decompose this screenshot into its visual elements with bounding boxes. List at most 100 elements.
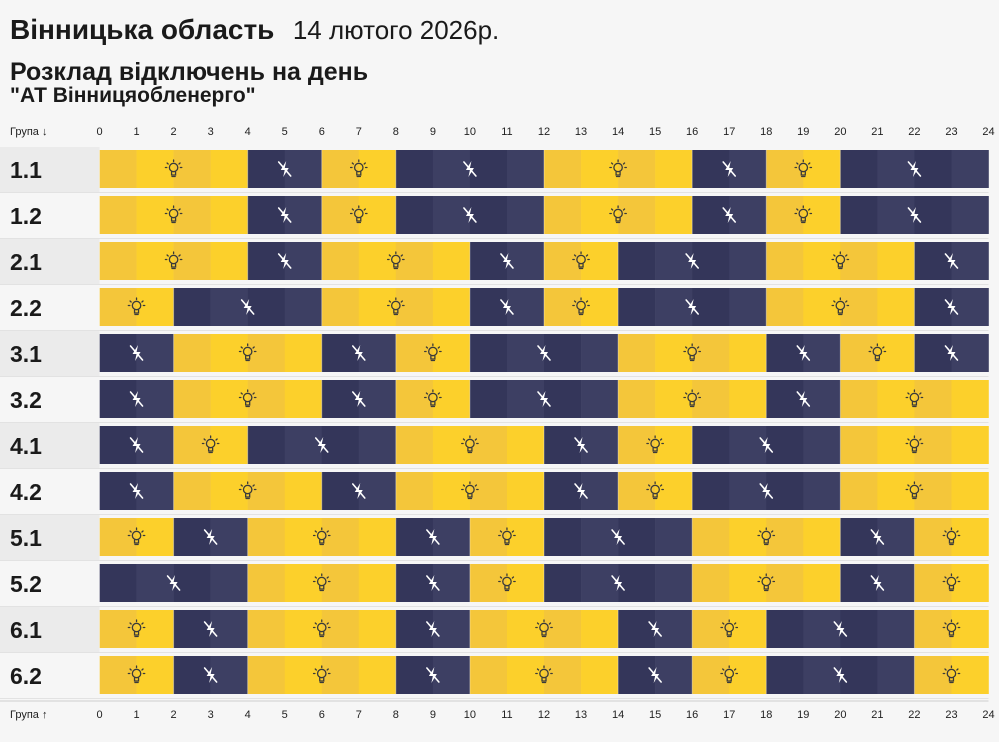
hour-cell — [99, 150, 137, 188]
hour-cell — [395, 288, 434, 326]
hour-cell — [506, 518, 545, 556]
hour-cell — [618, 288, 656, 326]
light-bulb-icon — [757, 573, 776, 592]
x-tick-bottom: 23 — [945, 709, 957, 721]
hour-cell — [544, 150, 582, 188]
hour-cell — [803, 610, 841, 648]
light-bulb-icon — [720, 619, 739, 638]
power-off-segment — [469, 334, 619, 372]
power-on-segment — [691, 518, 841, 556]
hour-cell — [692, 564, 730, 602]
hour-cell — [544, 334, 582, 372]
hour-cell — [358, 518, 397, 556]
hour-cell — [321, 426, 360, 464]
light-bulb-icon — [238, 389, 257, 408]
power-on-segment — [839, 472, 989, 510]
hour-cell — [581, 656, 619, 694]
power-off-icon — [166, 575, 181, 591]
hour-cell — [358, 564, 397, 602]
hour-cell — [247, 380, 286, 418]
hour-cell — [210, 472, 248, 510]
x-tick-bottom: 15 — [649, 709, 661, 721]
power-on-segment — [173, 426, 248, 464]
power-off-icon — [685, 253, 699, 269]
hour-cell — [951, 242, 989, 280]
power-off-segment — [691, 150, 767, 188]
hour-cell — [729, 380, 767, 418]
hour-cell — [803, 656, 841, 694]
power-off-icon — [870, 529, 885, 545]
hour-cell — [506, 656, 545, 694]
hour-cell — [729, 334, 767, 372]
group-label: 3.2 — [10, 387, 42, 413]
hour-cell — [284, 334, 323, 372]
x-tick-top: 4 — [245, 126, 251, 138]
hour-cell — [544, 472, 582, 510]
hour-cell — [581, 288, 619, 326]
x-tick-top: 14 — [612, 126, 624, 138]
hour-cell — [284, 426, 323, 464]
hour-cell — [655, 610, 693, 648]
hour-cell — [136, 242, 174, 280]
hour-cell — [840, 334, 878, 372]
power-off-segment — [469, 380, 619, 418]
power-on-segment — [691, 656, 767, 694]
power-off-icon — [648, 667, 662, 683]
hour-cell — [877, 610, 915, 648]
hour-cell — [877, 426, 915, 464]
hour-cell — [655, 242, 693, 280]
hour-cell — [284, 288, 323, 326]
hour-cell — [173, 288, 211, 326]
hour-cell — [136, 426, 174, 464]
power-off-icon — [351, 345, 366, 361]
power-off-segment — [543, 426, 619, 464]
hour-cell — [247, 150, 286, 188]
hour-cell — [951, 334, 989, 372]
power-on-segment — [543, 242, 619, 280]
light-bulb-icon — [942, 573, 961, 592]
hour-cell — [581, 518, 619, 556]
power-off-icon — [648, 621, 662, 637]
group-label: 5.1 — [10, 525, 42, 551]
region-title: Вінницька область — [10, 14, 275, 45]
hour-cell — [284, 196, 323, 234]
power-off-icon — [944, 345, 959, 361]
hour-cell — [173, 380, 211, 418]
hour-cell — [506, 242, 545, 280]
power-on-segment — [173, 472, 323, 510]
x-tick-bottom: 17 — [723, 709, 735, 721]
date-label: 14 лютого 2026р. — [292, 15, 500, 45]
hour-cell — [544, 518, 582, 556]
hour-cell — [877, 656, 915, 694]
hour-cell — [358, 610, 397, 648]
hour-cell — [655, 288, 693, 326]
x-tick-bottom: 11 — [501, 709, 512, 721]
hour-cell — [914, 472, 952, 510]
hour-cell — [803, 426, 841, 464]
light-bulb-icon — [535, 665, 553, 684]
light-bulb-icon — [942, 619, 961, 638]
group-row-1-2: 1.2 — [0, 196, 989, 239]
hour-cell — [469, 288, 508, 326]
hour-cell — [99, 242, 137, 280]
hour-cell — [99, 564, 137, 602]
hour-cell — [655, 518, 693, 556]
light-bulb-icon — [572, 251, 590, 270]
hour-cell — [395, 472, 434, 510]
x-tick-top: 17 — [723, 126, 735, 138]
group-label: 1.1 — [10, 157, 42, 183]
power-off-icon — [426, 667, 440, 683]
hour-cell — [506, 288, 545, 326]
hour-cell — [469, 196, 508, 234]
power-off-segment — [543, 518, 693, 556]
hour-cell — [692, 426, 730, 464]
light-bulb-icon — [498, 527, 516, 546]
hour-cell — [506, 564, 545, 602]
hour-cell — [321, 150, 360, 188]
hour-cell — [951, 564, 989, 602]
row-label-band — [0, 147, 100, 193]
hour-cell — [581, 150, 619, 188]
light-bulb-icon — [794, 159, 813, 178]
hour-cell — [358, 242, 397, 280]
power-off-icon — [463, 207, 477, 223]
